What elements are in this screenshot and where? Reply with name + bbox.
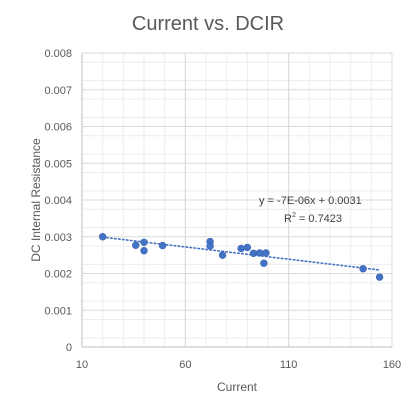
y-tick-label: 0.002 xyxy=(44,269,72,281)
r-squared-value: = 0.7423 xyxy=(296,213,342,225)
gridlines xyxy=(82,52,393,347)
data-point xyxy=(375,273,384,281)
data-point xyxy=(260,259,268,267)
data-points xyxy=(98,233,384,281)
data-point xyxy=(256,249,264,257)
data-point xyxy=(140,238,148,246)
data-point xyxy=(262,249,270,257)
data-point xyxy=(140,247,148,255)
x-axis-title: Current xyxy=(217,380,258,394)
tick-labels: 0 0.001 0.002 0.003 0.004 0.005 0.006 0.007 0.00… xyxy=(44,48,401,371)
r-squared-prefix: R xyxy=(284,213,292,225)
data-point xyxy=(237,244,245,253)
data-point xyxy=(132,241,140,249)
x-tick-label: 10 xyxy=(76,359,88,371)
y-tick-label: 0.004 xyxy=(44,195,72,207)
y-tick-label: 0.001 xyxy=(44,305,72,317)
y-tick-label: 0 xyxy=(66,342,72,354)
x-tick-label: 110 xyxy=(280,359,298,371)
data-point xyxy=(158,241,167,250)
y-tick-label: 0.005 xyxy=(44,158,72,170)
data-point xyxy=(218,251,227,259)
trendline-group xyxy=(101,236,381,271)
y-tick-label: 0.003 xyxy=(44,232,72,244)
trendline xyxy=(101,236,381,271)
chart-title: Current vs. DCIR xyxy=(132,13,284,35)
data-point xyxy=(243,243,252,252)
data-point xyxy=(206,242,214,250)
x-tick-label: 60 xyxy=(179,359,191,371)
trendline-equation: y = -7E-06x + 0.0031 xyxy=(259,195,362,207)
y-tick-label: 0.006 xyxy=(44,122,72,134)
r-squared-label: R2 = 0.7423 xyxy=(284,212,342,225)
y-tick-label: 0.008 xyxy=(44,48,72,60)
data-point xyxy=(98,233,107,241)
data-point xyxy=(249,249,258,257)
r-squared-superscript: 2 xyxy=(292,212,296,219)
data-point xyxy=(359,265,367,273)
axes xyxy=(81,53,392,348)
x-tick-label: 160 xyxy=(383,359,401,371)
y-axis-title: DC Internal Resistance xyxy=(29,138,43,262)
y-tick-label: 0.007 xyxy=(44,85,72,97)
